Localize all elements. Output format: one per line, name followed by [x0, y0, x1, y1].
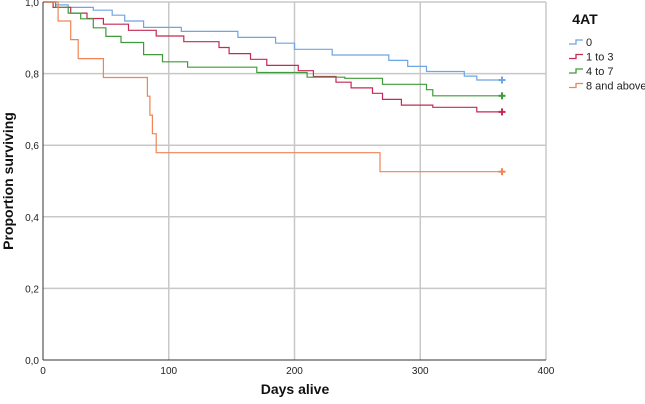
legend-label: 1 to 3 [586, 52, 614, 64]
y-tick-label: 0,2 [25, 284, 39, 295]
legend-title: 4AT [572, 11, 598, 27]
x-tick-label: 300 [412, 366, 429, 377]
x-axis-title: Days alive [261, 381, 330, 397]
series-line [43, 1, 502, 81]
x-tick-label: 200 [286, 366, 303, 377]
x-tick-label: 100 [160, 366, 177, 377]
legend: 0 1 to 3 4 to 7 8 and above [569, 37, 645, 93]
legend-swatch [569, 39, 583, 45]
y-tick-label: 0,0 [25, 356, 39, 367]
grid-lines [43, 1, 547, 360]
legend-swatch [569, 53, 583, 60]
y-tick-label: 1,0 [25, 0, 39, 9]
legend-label: 0 [586, 37, 592, 49]
legend-label: 8 and above [586, 81, 645, 93]
legend-swatch [569, 82, 583, 89]
x-tick-label: 0 [40, 366, 46, 377]
y-axis-title: Proportion surviving [0, 112, 16, 250]
series-line [43, 1, 502, 113]
legend-swatch [569, 68, 583, 74]
legend-label: 4 to 7 [586, 66, 614, 78]
y-tick-label: 0,6 [25, 141, 39, 152]
series-group [43, 1, 506, 176]
series-line [43, 1, 502, 97]
series-line [43, 1, 502, 173]
y-tick-label: 0,4 [25, 213, 39, 224]
x-tick-label: 400 [538, 366, 555, 377]
tick-labels: 0 100 200 300 400 0,0 0,2 0,4 0,6 0,8 1,0 [25, 0, 555, 377]
y-tick-label: 0,8 [25, 70, 39, 81]
